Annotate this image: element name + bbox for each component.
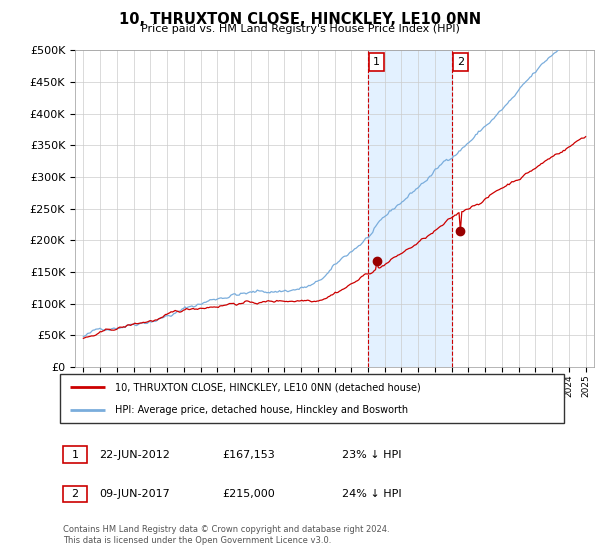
Text: £167,153: £167,153 [222,450,275,460]
Text: 23% ↓ HPI: 23% ↓ HPI [342,450,401,460]
FancyBboxPatch shape [60,374,564,423]
Text: HPI: Average price, detached house, Hinckley and Bosworth: HPI: Average price, detached house, Hinc… [115,405,409,416]
Text: 10, THRUXTON CLOSE, HINCKLEY, LE10 0NN (detached house): 10, THRUXTON CLOSE, HINCKLEY, LE10 0NN (… [115,382,421,393]
Bar [368,50,452,367]
Text: Contains HM Land Registry data © Crown copyright and database right 2024.
This d: Contains HM Land Registry data © Crown c… [63,525,389,545]
Text: 24% ↓ HPI: 24% ↓ HPI [342,489,401,499]
Text: Price paid vs. HM Land Registry's House Price Index (HPI): Price paid vs. HM Land Registry's House … [140,24,460,34]
Text: 1: 1 [71,450,79,460]
Text: 09-JUN-2017: 09-JUN-2017 [99,489,170,499]
Text: 22-JUN-2012: 22-JUN-2012 [99,450,170,460]
Text: £215,000: £215,000 [222,489,275,499]
Text: 1: 1 [373,57,380,67]
Text: 2: 2 [457,57,464,67]
Text: 10, THRUXTON CLOSE, HINCKLEY, LE10 0NN: 10, THRUXTON CLOSE, HINCKLEY, LE10 0NN [119,12,481,27]
Text: 2: 2 [71,489,79,499]
